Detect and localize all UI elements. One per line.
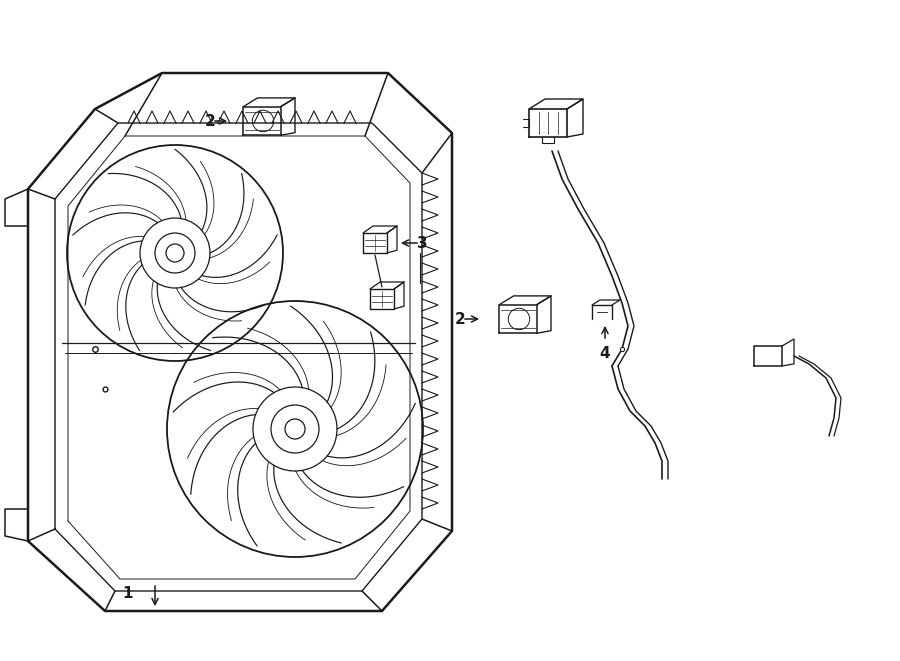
Text: 4: 4 — [599, 346, 610, 360]
Text: 1: 1 — [122, 586, 133, 600]
Text: 3: 3 — [417, 235, 428, 251]
Text: 2: 2 — [204, 114, 215, 128]
Text: 2: 2 — [454, 311, 465, 327]
